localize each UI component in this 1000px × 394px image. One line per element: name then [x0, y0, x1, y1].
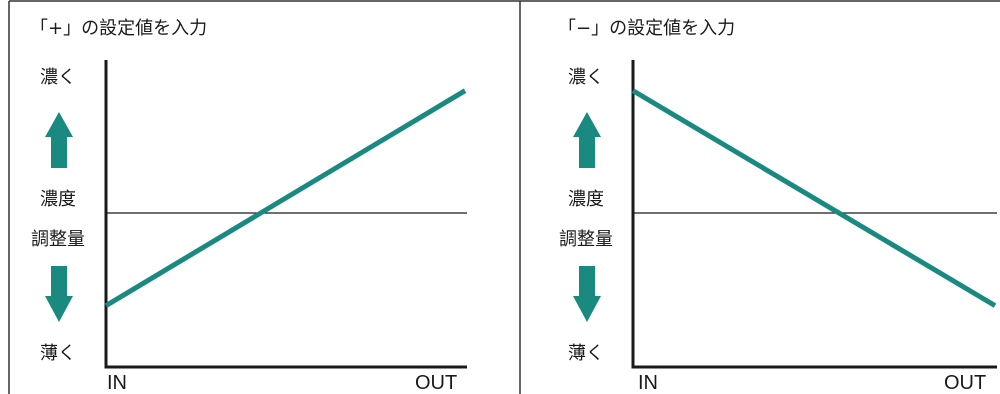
panel-2-y-bottom-label: 薄く	[568, 343, 604, 364]
panel-1-x-end-label: OUT	[415, 372, 458, 394]
panel-1-y-bottom-label: 薄く	[40, 343, 76, 364]
panel-1-axes	[104, 60, 467, 369]
panel-2-y-top-label: 濃く	[568, 67, 604, 88]
panel-2-x-start-label: IN	[638, 372, 658, 394]
panel-2-up-arrow-icon	[573, 112, 601, 168]
panel-2-title: 「−」の設定値を入力	[558, 18, 736, 39]
panel-2-y-mid-label-1: 濃度	[568, 189, 604, 210]
panel-1-title: 「+」の設定値を入力	[30, 18, 208, 39]
panel-2-down-arrow-icon	[573, 266, 601, 322]
panel-1-x-start-label: IN	[107, 372, 127, 394]
panel-1-y-top-label: 濃く	[40, 67, 76, 88]
panel-1-down-arrow-icon	[45, 266, 73, 322]
panel-2-axes	[631, 60, 997, 369]
panel-1-adjust-line	[104, 88, 467, 308]
panel-1-up-arrow-icon	[45, 112, 73, 168]
panel-2-y-mid-label-2: 調整量	[559, 229, 613, 250]
panel-2-x-end-label: OUT	[944, 372, 987, 394]
panel-1-y-mid-label-2: 調整量	[31, 229, 85, 250]
panel-2-adjust-line	[631, 88, 997, 308]
panel-1-y-mid-label-1: 濃度	[40, 189, 76, 210]
